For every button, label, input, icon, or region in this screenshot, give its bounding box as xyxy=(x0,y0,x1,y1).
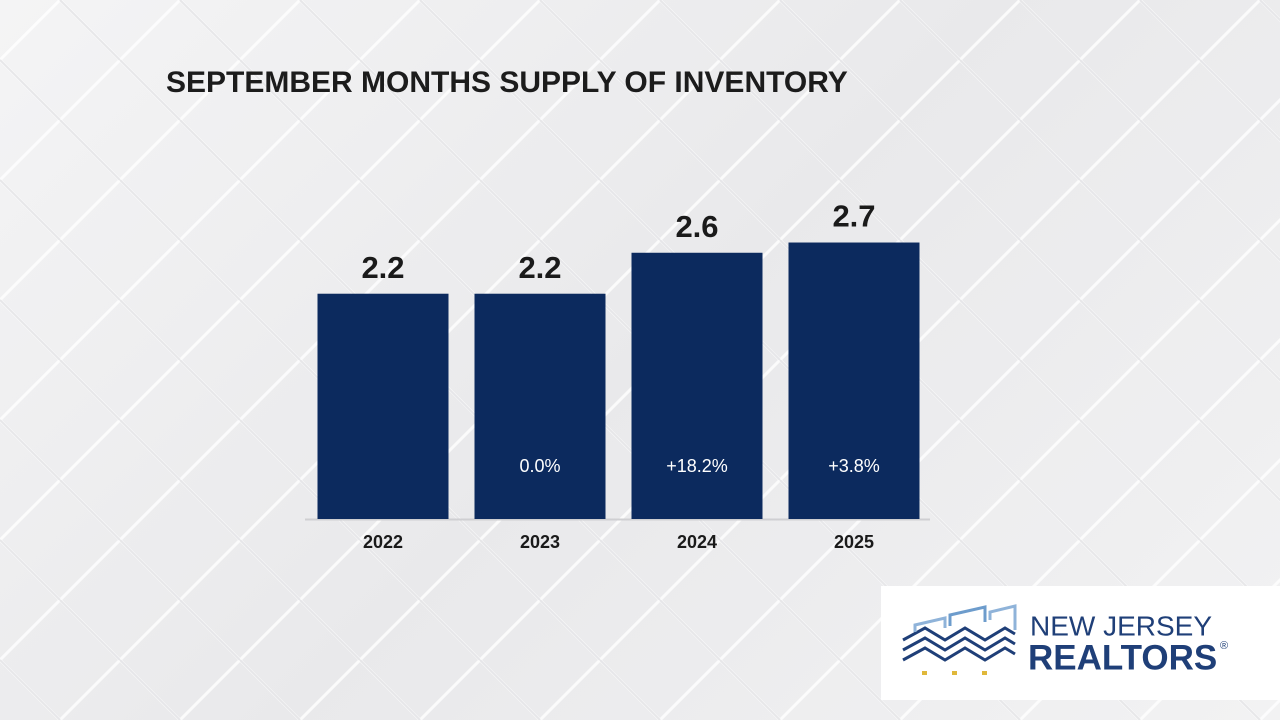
plot-area: 2.2 2022 2.2 0.0% 2023 2.6 +18.2% 2024 2.7 +3.8% 2… xyxy=(317,199,920,552)
bar xyxy=(317,293,449,519)
value-label: 2.7 xyxy=(832,199,875,234)
x-tick-label: 2022 xyxy=(363,532,403,552)
logo-dot xyxy=(982,671,987,675)
logo: NEW JERSEY REALTORS ® xyxy=(881,586,1280,700)
value-label: 2.2 xyxy=(361,250,404,285)
logo-dot xyxy=(922,671,927,675)
logo-line1: NEW JERSEY xyxy=(1030,610,1212,641)
logo-line2: REALTORS xyxy=(1028,638,1217,677)
bar xyxy=(474,293,606,519)
change-label: +3.8% xyxy=(828,456,880,476)
x-tick-label: 2025 xyxy=(834,532,874,552)
change-label: +18.2% xyxy=(666,456,728,476)
change-label: 0.0% xyxy=(519,456,560,476)
value-label: 2.6 xyxy=(675,209,718,244)
chart-title: SEPTEMBER MONTHS SUPPLY OF INVENTORY xyxy=(166,66,848,99)
x-tick-label: 2023 xyxy=(520,532,560,552)
logo-dot xyxy=(952,671,957,675)
logo-box xyxy=(881,586,1280,700)
bar xyxy=(631,252,763,519)
value-label: 2.2 xyxy=(518,250,561,285)
bar xyxy=(788,242,920,519)
logo-icon xyxy=(902,604,1017,662)
logo-registered: ® xyxy=(1220,640,1228,652)
x-tick-label: 2024 xyxy=(677,532,717,552)
